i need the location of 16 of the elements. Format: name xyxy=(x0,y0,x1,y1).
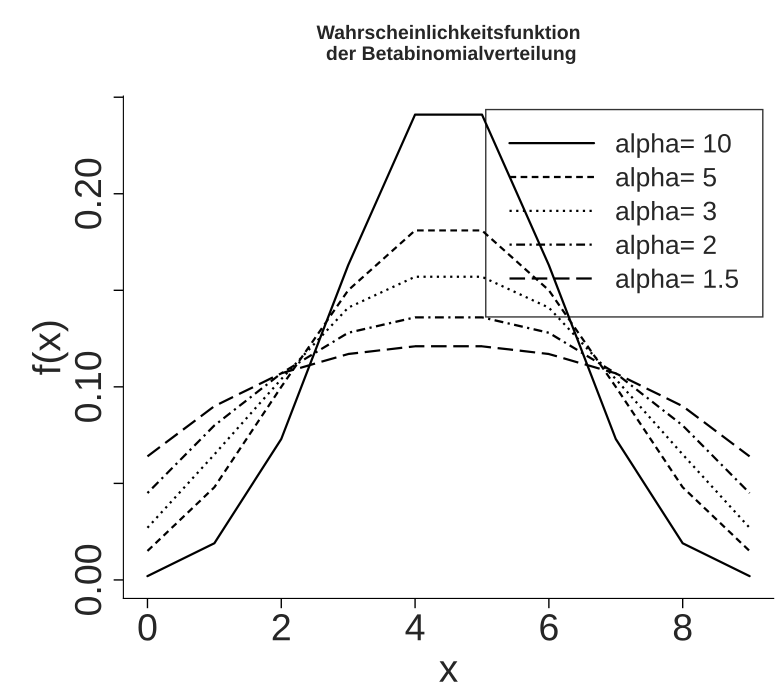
y-tick-label: 0.00 xyxy=(74,544,102,615)
y-tick-label: 0.20 xyxy=(74,158,102,229)
legend-label: alpha= 3 xyxy=(616,200,716,226)
y-tick-label: 0.10 xyxy=(74,352,102,422)
x-tick-label: 8 xyxy=(674,614,692,641)
legend-label: alpha= 2 xyxy=(616,234,716,260)
x-tick-label: 6 xyxy=(540,614,558,641)
x-tick-label: 0 xyxy=(138,614,156,641)
y-axis-title: f(x) xyxy=(32,322,68,375)
legend-label: alpha= 1.5 xyxy=(616,268,738,294)
x-axis-title: x xyxy=(439,661,458,682)
x-tick-label: 2 xyxy=(272,614,290,640)
x-tick-label: 4 xyxy=(406,614,424,640)
legend-label: alpha= 5 xyxy=(616,167,716,192)
chart-title: Wahrscheinlichkeitsfunktion der Betabinomialverteilung xyxy=(316,24,580,64)
legend-label: alpha= 10 xyxy=(616,133,731,158)
